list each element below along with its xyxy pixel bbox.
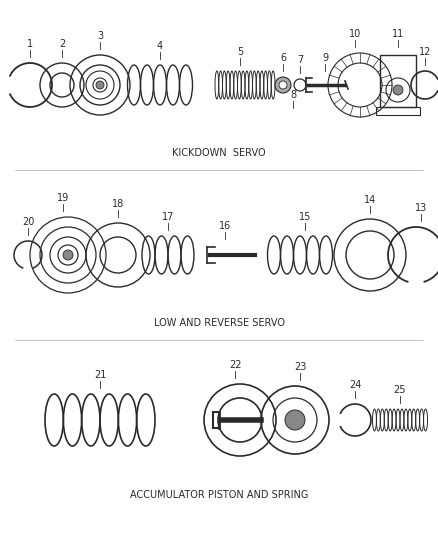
Text: 21: 21 bbox=[94, 370, 106, 380]
Circle shape bbox=[275, 77, 291, 93]
Text: 17: 17 bbox=[162, 212, 174, 222]
Bar bbox=[380, 55, 416, 107]
Text: 11: 11 bbox=[392, 29, 404, 39]
Text: 24: 24 bbox=[349, 380, 361, 390]
Text: 1: 1 bbox=[27, 39, 33, 49]
Circle shape bbox=[393, 85, 403, 95]
Text: 5: 5 bbox=[237, 47, 243, 57]
Circle shape bbox=[279, 81, 287, 89]
Text: KICKDOWN  SERVO: KICKDOWN SERVO bbox=[172, 148, 266, 158]
Bar bbox=[376, 107, 420, 115]
Text: 18: 18 bbox=[112, 199, 124, 209]
Text: 10: 10 bbox=[349, 29, 361, 39]
Text: 16: 16 bbox=[219, 221, 231, 231]
Text: 20: 20 bbox=[22, 217, 34, 227]
Text: 15: 15 bbox=[299, 212, 311, 222]
Text: 3: 3 bbox=[97, 31, 103, 41]
Text: 6: 6 bbox=[280, 53, 286, 63]
Text: 13: 13 bbox=[415, 203, 427, 213]
Text: 4: 4 bbox=[157, 41, 163, 51]
Text: 25: 25 bbox=[394, 385, 406, 395]
Text: LOW AND REVERSE SERVO: LOW AND REVERSE SERVO bbox=[153, 318, 285, 328]
Text: 23: 23 bbox=[294, 362, 306, 372]
Text: 9: 9 bbox=[322, 53, 328, 63]
Text: 8: 8 bbox=[290, 90, 296, 100]
Circle shape bbox=[63, 250, 73, 260]
Text: 19: 19 bbox=[57, 193, 69, 203]
Circle shape bbox=[285, 410, 305, 430]
Text: 12: 12 bbox=[419, 47, 431, 57]
Text: ACCUMULATOR PISTON AND SPRING: ACCUMULATOR PISTON AND SPRING bbox=[130, 490, 308, 500]
Text: 2: 2 bbox=[59, 39, 65, 49]
Text: 22: 22 bbox=[229, 360, 241, 370]
Text: 7: 7 bbox=[297, 55, 303, 65]
Circle shape bbox=[96, 81, 104, 89]
Text: 14: 14 bbox=[364, 195, 376, 205]
